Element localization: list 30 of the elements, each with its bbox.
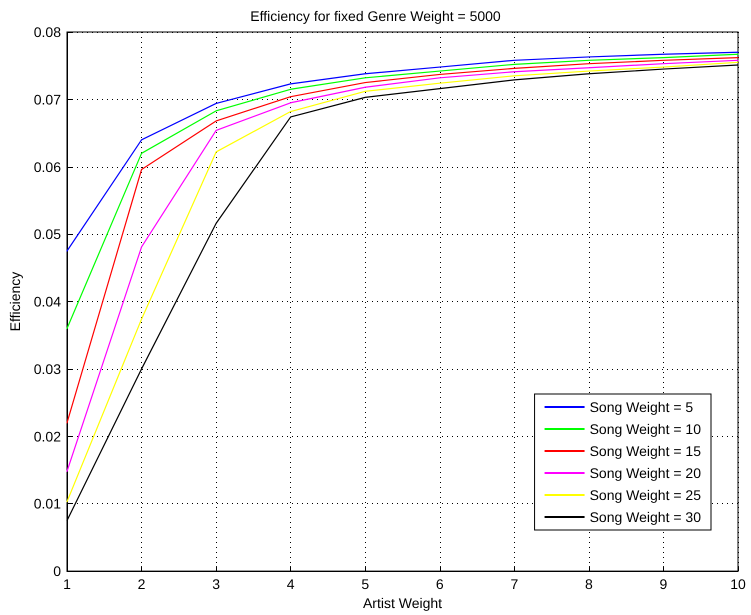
y-tick-label: 0.03	[34, 360, 62, 377]
y-tick-label: 0.08	[34, 24, 62, 40]
x-tick-label: 8	[584, 576, 593, 592]
y-tick-label: 0.01	[34, 496, 62, 512]
x-tick-label: 7	[510, 576, 518, 592]
x-tick-label: 3	[212, 576, 220, 592]
legend-label: Song Weight = 30	[590, 509, 702, 525]
x-tick-label: 5	[361, 576, 370, 592]
legend-label: Song Weight = 25	[590, 487, 702, 503]
legend-label: Song Weight = 20	[590, 465, 702, 481]
y-axis-title: Efficiency	[7, 272, 23, 332]
x-tick-label: 9	[660, 576, 668, 592]
y-tick-label: 0.06	[34, 158, 62, 175]
y-tick-label: 0.07	[34, 91, 62, 108]
x-tick-label: 1	[63, 576, 72, 592]
x-tick-label: 4	[286, 576, 295, 592]
y-tick-label: 0.04	[34, 294, 62, 310]
x-axis-title: Artist Weight	[362, 595, 442, 611]
x-tick-label: 2	[138, 576, 146, 592]
y-tick-label: 0.05	[34, 226, 62, 242]
legend-label: Song Weight = 5	[590, 399, 694, 415]
x-tick-label: 10	[730, 576, 746, 592]
y-tick-label: 0	[53, 563, 62, 580]
y-tick-label: 0.02	[34, 428, 62, 444]
line-series	[66, 52, 739, 252]
legend-label: Song Weight = 10	[590, 421, 702, 437]
line-series	[66, 54, 739, 330]
legend-label: Song Weight = 15	[590, 443, 702, 459]
x-tick-label: 6	[436, 576, 444, 592]
chart-title: Efficiency for fixed Genre Weight = 5000	[250, 8, 501, 24]
